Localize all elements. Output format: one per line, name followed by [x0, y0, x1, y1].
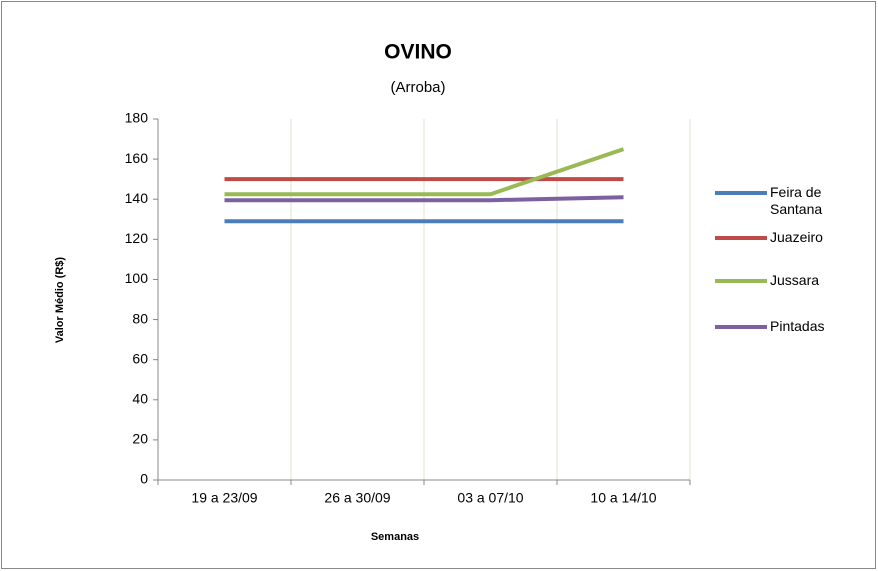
y-tick-label: 100: [125, 270, 149, 286]
y-tick-label: 120: [125, 230, 149, 246]
y-tick-label: 140: [125, 190, 149, 206]
x-tick-label: 19 a 23/09: [191, 490, 257, 506]
legend-label: Pintadas: [770, 318, 825, 334]
y-tick-label: 0: [140, 471, 148, 487]
x-tick-label: 26 a 30/09: [324, 490, 390, 506]
chart-title: OVINO: [384, 41, 452, 64]
y-axis-label: Valor Médio (R$): [54, 257, 66, 344]
y-tick-label: 20: [132, 431, 148, 447]
legend-label: Feira de Santana: [770, 184, 823, 217]
x-axis-label: Semanas: [371, 531, 419, 543]
series-line: [224, 147, 625, 197]
x-tick-label: 03 a 07/10: [457, 490, 523, 506]
y-tick-label: 160: [125, 150, 149, 166]
x-tick-label: 10 a 14/10: [590, 490, 656, 506]
y-tick-label: 60: [132, 350, 148, 366]
y-tick-label: 180: [125, 110, 149, 126]
y-tick-label: 80: [132, 310, 148, 326]
y-tick-label: 40: [132, 390, 148, 406]
legend-label: Jussara: [770, 272, 820, 288]
chart-subtitle: (Arroba): [390, 79, 445, 96]
legend-label: Juazeiro: [770, 229, 823, 245]
series-line: [224, 195, 624, 203]
